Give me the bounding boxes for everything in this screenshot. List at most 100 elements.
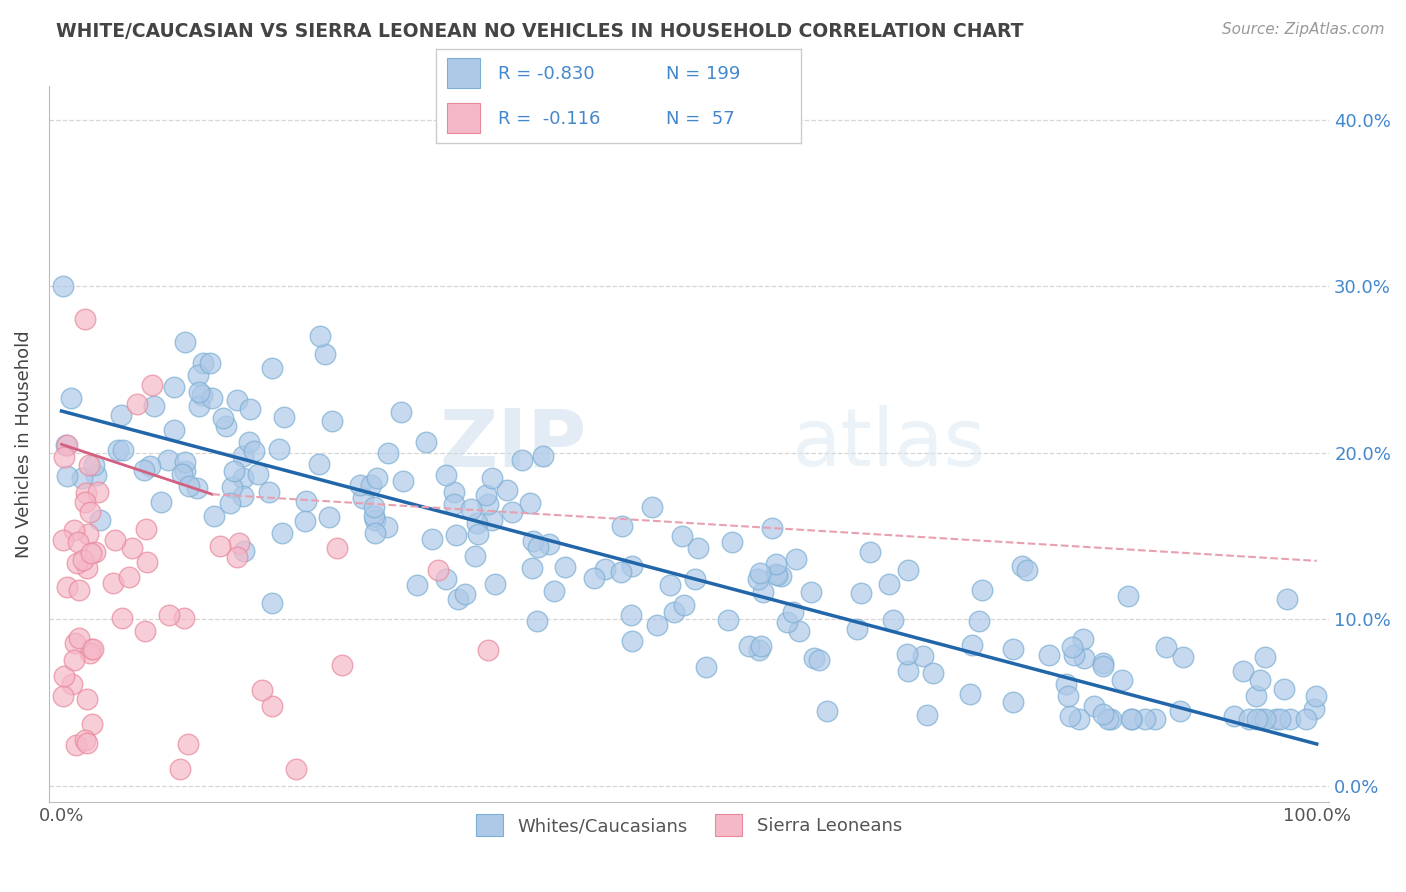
Point xyxy=(271,526,294,541)
Point xyxy=(664,605,686,619)
Point xyxy=(749,566,772,580)
Point xyxy=(308,457,330,471)
Point xyxy=(520,561,543,575)
Point xyxy=(224,464,246,478)
Point xyxy=(366,471,388,485)
Point xyxy=(1232,664,1254,678)
Point xyxy=(1092,707,1115,722)
Point xyxy=(72,553,94,567)
Point xyxy=(765,566,787,581)
Point xyxy=(1099,712,1122,726)
Point xyxy=(52,533,75,548)
Point xyxy=(1254,650,1277,665)
Point xyxy=(232,489,254,503)
Point xyxy=(464,549,486,563)
Point xyxy=(84,545,107,559)
Point xyxy=(52,690,75,704)
Point xyxy=(208,539,231,553)
Point xyxy=(389,405,412,419)
Point xyxy=(259,484,281,499)
Point xyxy=(65,739,87,753)
Point xyxy=(959,687,981,701)
Point xyxy=(107,442,129,457)
Point xyxy=(583,571,606,585)
Point xyxy=(238,435,260,450)
Point xyxy=(364,513,387,527)
Point xyxy=(1254,712,1277,726)
Point xyxy=(776,615,799,629)
Point xyxy=(1054,677,1077,691)
Point xyxy=(1038,648,1060,663)
Point xyxy=(1154,640,1177,654)
Point xyxy=(610,566,633,580)
Point xyxy=(969,614,991,628)
Point xyxy=(173,611,195,625)
Point xyxy=(79,505,101,519)
Point xyxy=(434,468,457,483)
Point xyxy=(1305,689,1327,703)
Point xyxy=(495,483,517,498)
Point xyxy=(226,550,249,565)
Point xyxy=(747,572,769,586)
Point xyxy=(1118,589,1140,603)
Point xyxy=(454,587,477,601)
Point xyxy=(807,652,830,666)
Point xyxy=(1059,709,1081,723)
Point xyxy=(219,496,242,510)
Point xyxy=(141,378,163,392)
Point xyxy=(672,599,695,613)
Point xyxy=(243,443,266,458)
Point xyxy=(444,527,467,541)
Point xyxy=(269,442,291,457)
Point xyxy=(349,478,371,492)
Text: N = 199: N = 199 xyxy=(666,65,741,83)
Point xyxy=(67,632,90,646)
Point xyxy=(326,541,349,555)
Point xyxy=(314,347,336,361)
Point xyxy=(103,575,125,590)
Point xyxy=(621,559,644,574)
Point xyxy=(157,453,180,467)
Point xyxy=(752,584,775,599)
Point xyxy=(149,495,172,509)
Point xyxy=(501,505,523,519)
Point xyxy=(1250,712,1272,726)
Text: ZIP: ZIP xyxy=(440,405,586,483)
Point xyxy=(111,443,134,458)
Point xyxy=(970,582,993,597)
Point xyxy=(127,397,149,411)
Point xyxy=(143,399,166,413)
Point xyxy=(683,572,706,586)
Point xyxy=(526,615,548,629)
Point xyxy=(765,557,787,571)
Point xyxy=(721,535,744,549)
Point xyxy=(318,510,340,524)
Point xyxy=(465,516,488,530)
Point xyxy=(191,355,214,369)
Text: atlas: atlas xyxy=(792,405,986,483)
Point xyxy=(285,762,308,776)
Point xyxy=(157,607,180,622)
Point xyxy=(420,532,443,546)
Point xyxy=(294,514,316,528)
Point xyxy=(169,762,191,776)
Point xyxy=(187,399,209,413)
Point xyxy=(55,438,77,452)
Point xyxy=(1249,673,1271,688)
Point xyxy=(55,469,77,483)
Text: WHITE/CAUCASIAN VS SIERRA LEONEAN NO VEHICLES IN HOUSEHOLD CORRELATION CHART: WHITE/CAUCASIAN VS SIERRA LEONEAN NO VEH… xyxy=(56,22,1024,41)
Point xyxy=(79,458,101,472)
Point xyxy=(896,647,918,661)
Point xyxy=(882,613,904,627)
Point xyxy=(1295,712,1317,726)
Point xyxy=(104,533,127,548)
Point xyxy=(172,467,194,482)
Point xyxy=(212,411,235,425)
Point xyxy=(671,529,693,543)
Point xyxy=(62,677,84,691)
Point xyxy=(75,486,97,500)
Point xyxy=(200,356,222,370)
Point xyxy=(273,409,295,424)
Point xyxy=(1121,712,1143,726)
Point xyxy=(897,563,920,577)
